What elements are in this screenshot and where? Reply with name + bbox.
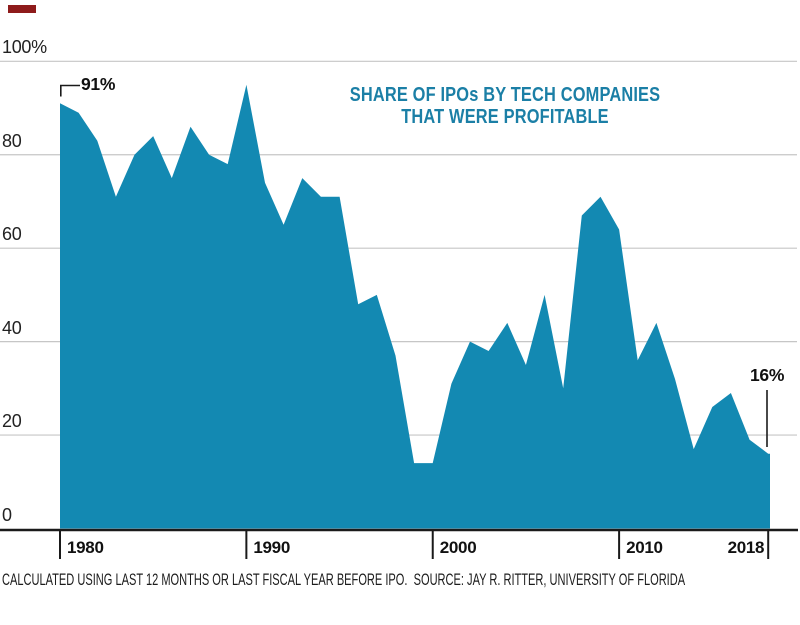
x-axis-label: 2000	[439, 538, 477, 557]
y-axis-label: 80	[2, 130, 22, 151]
source-note: CALCULATED USING LAST 12 MONTHS OR LAST …	[2, 571, 686, 589]
x-axis-label: 1980	[67, 538, 104, 557]
brand-mark-bar	[8, 5, 36, 13]
y-axis-label: 60	[2, 224, 22, 245]
area-series	[60, 84, 770, 529]
chart-title-line-1: SHARE OF IPOs BY TECH COMPANIES	[349, 83, 661, 106]
annotation-start-bracket	[60, 84, 80, 97]
x-axis-label: 2010	[626, 538, 663, 557]
y-axis-label: 40	[2, 317, 22, 338]
x-axis-label: 2018	[727, 538, 765, 557]
chart-title-line-2: THAT WERE PROFITABLE	[401, 104, 609, 128]
chart-title: SHARE OF IPOs BY TECH COMPANIES THAT WER…	[337, 84, 673, 127]
y-axis-label: 100%	[2, 37, 47, 58]
y-axis-label: 20	[2, 411, 22, 432]
annotation-end-value: 16%	[750, 365, 785, 385]
annotation-start-value: 91%	[81, 74, 116, 94]
x-axis-label: 1990	[253, 538, 290, 557]
y-axis-label: 0	[2, 504, 12, 525]
